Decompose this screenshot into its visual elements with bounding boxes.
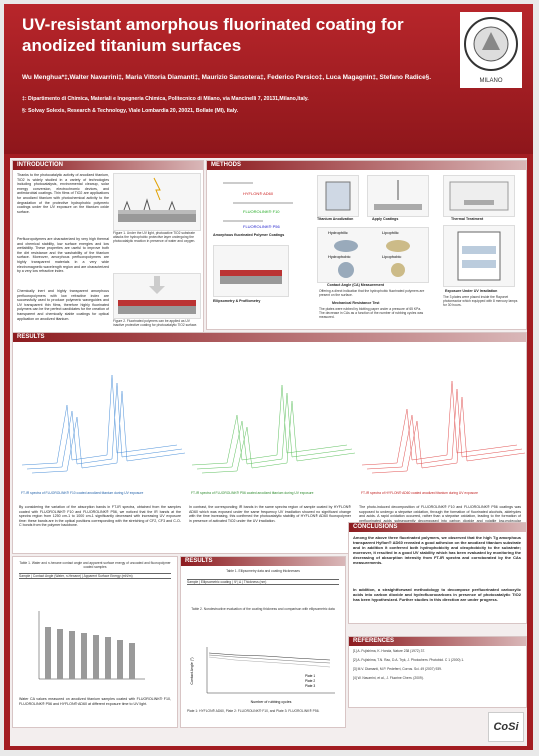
label: Hydrophilic [328, 230, 348, 235]
caption: FT-IR spectra of FLUOROLINK® P56 coated … [191, 491, 314, 495]
figure [367, 175, 429, 217]
figure [113, 273, 201, 319]
table-header: Sample | Contact Angle (Water, n-Hexane)… [19, 573, 171, 580]
results: RESULTS FT-IR spectra of FLUOROLINK® F10… [12, 332, 527, 554]
section-heading: CONCLUSIONS [349, 523, 526, 532]
compound-label: FLUOROLINK® P56 [243, 224, 281, 229]
section-heading: INTRODUCTION [13, 161, 203, 170]
results-tables: Table 1. Water and n-hexane contact angl… [12, 556, 178, 728]
header: UV-resistant amorphous fluorinated coati… [4, 4, 533, 154]
compound-label: HYFLON® AD60 [243, 191, 274, 196]
legend-entry: Plate 1 [305, 674, 315, 678]
affiliation: ‡: Dipartimento di Chimica, Materiali e … [22, 96, 309, 102]
label: Lipophilic [382, 230, 399, 235]
figure [213, 245, 289, 297]
caption: Table 1. Ellipsometry data and coating t… [226, 569, 300, 573]
methods: METHODS HYFLON® AD60 FLUOROLINK® F10 FLU… [206, 160, 527, 330]
caption: Offering a direct indication that the hy… [319, 289, 425, 298]
line-chart: Contact Angle (°) Number of rubbing cycl… [190, 647, 335, 704]
section-heading: METHODS [207, 161, 526, 170]
figure [443, 175, 515, 217]
section-heading: RESULTS [13, 333, 526, 342]
title: UV-resistant amorphous fluorinated coati… [22, 15, 404, 55]
references: REFERENCES [1] A. Fujishima, K. Honda, N… [348, 636, 527, 708]
paragraph: Thanks to the photocatalytic activity of… [17, 173, 109, 214]
label: Apply Coatings [372, 217, 399, 221]
figure [443, 225, 515, 287]
paragraph: In contrast, the corresponding IR bands … [189, 505, 351, 523]
logo-text: MILANO [479, 78, 502, 84]
reference: [4] W. Navarrini, et al., J. Fluorine Ch… [353, 676, 424, 680]
reference: [2] A. Fujishima, T.N. Rao, D.A. Tryk, J… [353, 658, 465, 662]
figure [317, 175, 359, 217]
label: Ellipsometry & Profilometry [213, 299, 261, 303]
figure [113, 173, 201, 231]
reference: [1] A. Fujishima, K. Honda, Nature 238 (… [353, 649, 426, 653]
caption: Table 2. Nondestructive evaluation of th… [191, 607, 335, 611]
reference: [3] M.V. Diamanti, M.P. Pedeferri, Corro… [353, 667, 442, 671]
figure: Hydrophilic Lipophilic Hydrophobic Lipop… [317, 227, 429, 283]
introduction: INTRODUCTION Thanks to the photocatalyti… [12, 160, 204, 346]
affiliation: §: Solvay Solexis, Research & Technology… [22, 108, 239, 114]
poster: UV-resistant amorphous fluorinated coati… [4, 4, 533, 750]
paragraph: Among the above three fluorinated polyme… [353, 535, 521, 565]
body: INTRODUCTION Thanks to the photocatalyti… [10, 158, 527, 746]
paragraph: Perfluoropolymers are characterized by v… [17, 237, 109, 274]
label: Thermal Treatment [451, 217, 484, 221]
section-heading: REFERENCES [349, 637, 526, 646]
label: Titanium Anodization [317, 217, 354, 221]
conclusions: CONCLUSIONS Among the above three fluori… [348, 522, 527, 624]
spectra [21, 374, 185, 474]
label: Amorphous fluorinated Polymer Coatings [213, 233, 285, 237]
label: Mechanical Resistance Test [332, 301, 380, 305]
logo: MILANO [460, 12, 522, 88]
bar-figure [38, 611, 145, 680]
label: Exposure Under UV Irradiation [445, 289, 498, 293]
label: Hydrophobic [328, 254, 350, 259]
caption: Figure 2. Fluorinated polymers can be ap… [113, 319, 198, 328]
paragraph: In addition, a straightforward methodolo… [353, 587, 521, 602]
caption: The plates were rubbed by blotting paper… [319, 307, 424, 320]
axis-title: Contact Angle (°) [190, 657, 194, 684]
authors: Wu Menghua*‡,Walter Navarrini‡, Maria Vi… [22, 74, 432, 81]
paragraph: Water CA values measured on anodized tit… [19, 697, 171, 706]
table-header: Sample | Ellipsometric coating | Ψ | Δ |… [187, 579, 339, 586]
logo: CoSi [488, 712, 524, 742]
caption: Plate 1: HYFLON® AD60, Plate 2: FLUOROLI… [187, 709, 320, 713]
caption: The 3 plates were placed inside the Rayo… [443, 295, 518, 308]
legend-entry: Plate 2 [305, 679, 315, 683]
chemical-structures: HYFLON® AD60 FLUOROLINK® F10 FLUOROLINK®… [223, 182, 293, 229]
axis-title: Number of rubbing cycles [251, 700, 292, 704]
caption: Table 1. Water and n-hexane contact angl… [19, 561, 171, 570]
label: Lipophobic [382, 254, 401, 259]
spectra [361, 380, 525, 474]
paragraph: Chemically inert and highly transparent … [17, 289, 109, 321]
compound-label: FLUOROLINK® F10 [243, 209, 280, 214]
section-heading: RESULTS [181, 557, 345, 566]
caption: FT-IR spectra of FLUOROLINK® F10 coated … [21, 491, 144, 495]
results-2: RESULTS Table 1. Ellipsometry data and c… [180, 556, 346, 728]
caption: FT-IR spectra of HYFLON® AD60 coated ano… [361, 491, 478, 495]
legend-entry: Plate 3 [305, 684, 315, 688]
spectra [191, 384, 355, 474]
caption: Figure 1. Under the UV light, photoactiv… [113, 231, 196, 244]
paragraph: By considering the variation of the abso… [19, 505, 181, 528]
label: Contact Angle (CA) Measurement [327, 283, 384, 287]
